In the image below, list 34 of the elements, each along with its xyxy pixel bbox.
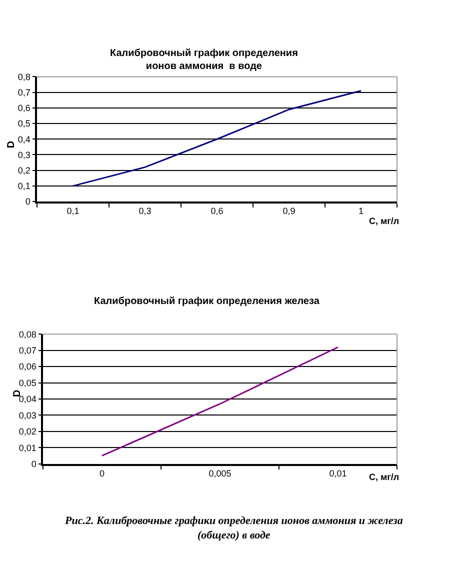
x-tick-label: 0,005	[208, 468, 232, 478]
y-tick-label: 0	[31, 459, 36, 470]
y-tick-label: 0,06	[18, 362, 36, 372]
x-axis-title: C, мг/л	[369, 472, 400, 482]
y-tick-label: 0,01	[18, 442, 36, 453]
y-tick-label: 0,1	[18, 181, 30, 192]
y-tick-label: 0,07	[18, 346, 36, 356]
x-tick-label: 0	[99, 468, 105, 478]
x-tick-label: 0,01	[329, 468, 347, 478]
y-tick-label: 0,7	[18, 87, 30, 98]
x-tick-label: 0,6	[210, 206, 224, 216]
line-series	[72, 90, 362, 187]
y-axis-title: D	[12, 390, 23, 397]
y-tick-label: 0,2	[18, 165, 30, 176]
x-tick-label: 1	[358, 206, 364, 216]
x-tick-label: 0,1	[66, 206, 80, 216]
chart-title: Калибровочный график определения железа	[94, 296, 320, 307]
y-axis-title: D	[6, 140, 17, 148]
text: Рис.2. Калибровочные графики определения ионов аммония и железа (общего) в воде	[65, 515, 404, 542]
y-tick-label: 0,8	[18, 72, 30, 82]
y-tick-label: 0,3	[18, 150, 30, 160]
y-tick-label: 0,08	[18, 329, 36, 340]
y-tick-label: 0,5	[18, 118, 30, 129]
y-tick-label: 0,02	[18, 426, 36, 437]
y-tick-label: 0,04	[18, 394, 36, 404]
x-axis-title: C, мг/л	[369, 216, 400, 226]
x-tick-label: 0,3	[138, 206, 152, 216]
y-tick-label: 0,03	[18, 410, 36, 420]
y-tick-label: 0,4	[18, 134, 30, 144]
chart-title: Калибровочный график определения ионов аммония в воде	[110, 48, 298, 72]
y-tick-label: 0,05	[18, 378, 36, 388]
y-tick-label: 0,6	[18, 103, 30, 114]
y-tick-label: 0	[25, 196, 30, 207]
x-tick-label: 0,9	[282, 206, 296, 216]
